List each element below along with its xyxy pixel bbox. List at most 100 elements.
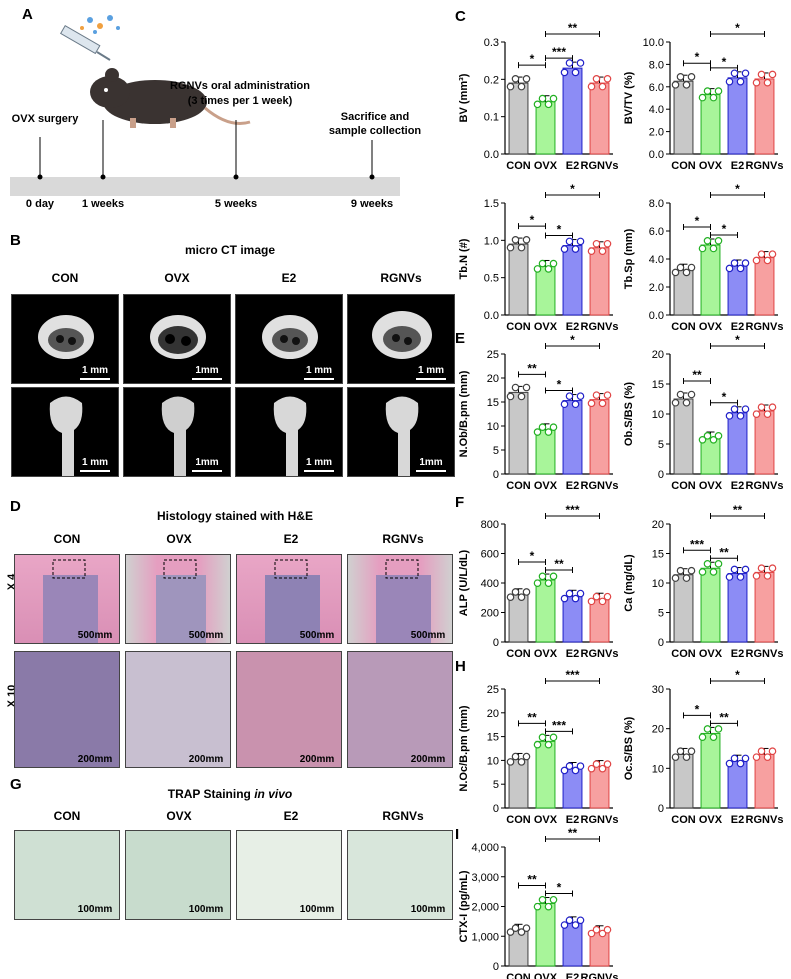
bar-e2 [727,265,748,316]
data-point [522,75,531,83]
y-axis-label: ALP (U/L/dL) [458,549,470,616]
data-point [676,263,685,272]
significance-label: ** [719,545,729,559]
significance-label: * [695,702,700,716]
microct-scale-e2-bottom: 1 mm [305,457,333,468]
bar-e2 [562,595,583,643]
significance-label: * [722,222,727,236]
y-tick-label: 3,000 [471,872,499,884]
event-rgnvs-admin: RGNVs oral administration [170,80,310,92]
mouse-illustration [90,68,251,128]
x-tick-label: RGNVs [581,160,619,172]
significance-label: ** [568,21,578,35]
bar-ovx [535,429,556,475]
y-axis-label: Ob.S/BS (%) [623,382,635,447]
data-point [703,432,712,440]
tick-5-weeks: 5 weeks [214,198,258,210]
microct-scale-rgnvs-top: 1 mm [417,365,445,376]
data-point [576,59,585,67]
histology-scale-x10-con: 200mm [77,754,113,765]
data-point [549,733,558,742]
y-axis-label: Oc.S/BS (%) [623,716,635,780]
x-tick-label: E2 [731,480,744,492]
data-point [698,93,707,102]
histology-group-ovx: OVX [166,532,192,546]
y-tick-label: 0.2 [484,74,499,86]
bar-rgnvs [754,571,775,643]
significance-label: * [557,881,562,895]
data-point [544,428,553,436]
data-point [741,405,750,413]
data-point [703,237,712,245]
x-tick-label: OVX [699,648,723,660]
y-tick-label: 10 [652,578,664,590]
data-point [671,753,680,761]
significance-label: * [695,214,700,228]
data-point [598,597,607,606]
data-point [736,412,745,420]
panel-label-b: B [10,232,21,249]
bar-con [673,80,694,155]
data-point [725,759,734,768]
y-axis-label: CTX-I (pg/mL) [458,870,470,942]
data-point [730,259,739,267]
data-point [730,69,739,78]
bar-rgnvs [589,399,610,475]
y-tick-label: 4.0 [649,254,664,266]
data-point [757,250,766,258]
trap-image-rgnvs [347,830,453,920]
data-point [506,928,515,936]
data-point [603,760,612,768]
significance-label: * [695,50,700,64]
data-point [587,247,596,255]
data-point [576,589,585,598]
data-point [757,564,766,573]
data-point [592,75,601,83]
trap-group-ovx: OVX [166,809,192,823]
data-point [736,573,745,581]
trap-group-con: CON [53,809,81,823]
data-point [592,760,601,768]
significance-label: ** [733,503,743,517]
data-point [565,589,574,598]
histology-x4-rgnvs [347,554,453,644]
microct-scale-con-top: 1 mm [81,365,109,376]
y-tick-label: 25 [487,349,499,361]
data-point [598,929,607,938]
data-point [506,82,515,91]
y-axis-label: BV (mm³) [458,73,470,122]
x-tick-label: E2 [566,321,579,333]
data-point [757,747,766,756]
bar-con [508,929,529,967]
data-point [522,924,531,932]
y-tick-label: 4.0 [649,104,664,116]
x-tick-label: RGNVs [581,480,619,492]
y-tick-label: 25 [487,684,499,696]
data-point [676,73,685,81]
panel-label-c: C [455,8,466,25]
data-point [752,78,761,87]
data-point [533,265,542,273]
y-tick-label: 1,000 [471,931,499,943]
data-point [538,259,547,268]
scale-bar [304,378,334,380]
histology-group-rgnvs: RGNVs [382,532,424,546]
x-tick-label: CON [506,480,531,492]
y-tick-label: 5 [658,608,664,620]
data-point [714,560,723,568]
data-point [703,560,712,568]
data-point [511,75,520,83]
data-point [736,77,745,86]
data-point [709,93,718,102]
y-tick-label: 10 [487,755,499,767]
y-tick-label: 1.0 [484,235,499,247]
data-point [752,410,761,418]
x-tick-label: CON [671,321,696,333]
histology-x4-e2 [236,554,342,644]
data-point [571,68,580,77]
x-tick-label: OVX [699,321,723,333]
significance-label: * [735,21,740,35]
significance-label: ** [568,826,578,840]
significance-label: *** [565,668,579,682]
